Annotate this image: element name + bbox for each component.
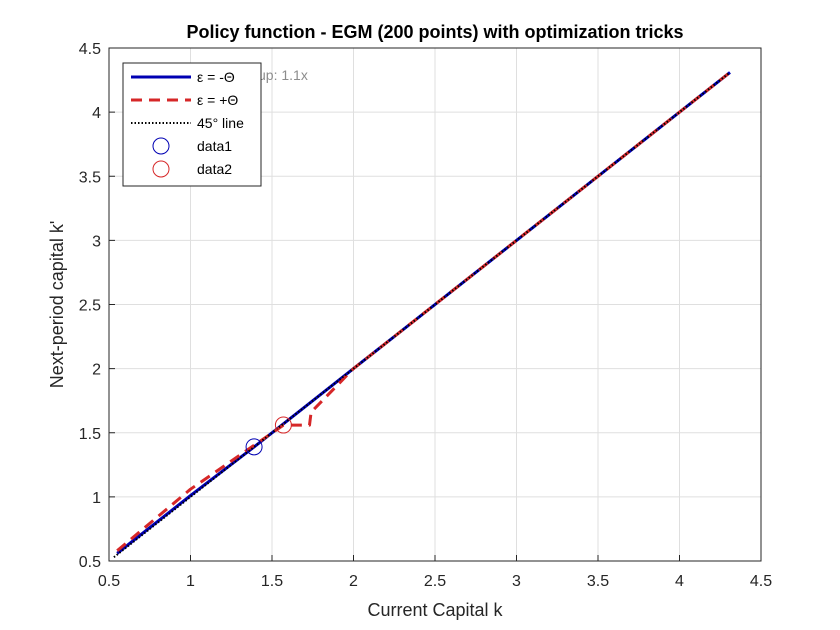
- series-3-line: [113, 71, 731, 558]
- y-axis-label: Next-period capital k': [47, 221, 67, 389]
- y-tick-label: 1: [92, 490, 101, 507]
- y-tick-label: 3: [92, 233, 101, 250]
- y-tick-label: 3.5: [79, 169, 101, 186]
- legend-label: data2: [197, 161, 232, 177]
- x-ticks: 0.5 1 1.5 2 2.5 3 3.5 4 4.5: [98, 555, 772, 590]
- series-2-line: [116, 71, 731, 552]
- x-tick-label: 0.5: [98, 573, 120, 590]
- legend-marker: [152, 137, 170, 155]
- legend-box: [122, 62, 262, 187]
- x-tick-label: 4.5: [750, 573, 772, 590]
- series-5-marker: [274, 416, 292, 434]
- x-tick-label: 3: [512, 573, 521, 590]
- series-4-marker: [245, 438, 263, 456]
- x-tick-label: 2.5: [424, 573, 446, 590]
- legend-label: data1: [197, 138, 232, 154]
- x-tick-label: 4: [675, 573, 684, 590]
- y-tick-label: 2: [92, 362, 101, 379]
- x-tick-label: 2: [349, 573, 358, 590]
- y-ticks: 0.5 1 1.5 2 2.5 3 3.5 4 4.5: [79, 41, 115, 571]
- x-axis-label: Current Capital k: [367, 600, 503, 620]
- y-tick-label: 4: [92, 105, 101, 122]
- x-tick-label: 1.5: [261, 573, 283, 590]
- legend-label: ε = -Θ: [197, 69, 235, 85]
- x-tick-label: 3.5: [587, 573, 609, 590]
- chart-title: Policy function - EGM (200 points) with …: [186, 22, 683, 42]
- legend: ε = -Θ ε = +Θ 45° line data1 data2: [122, 62, 262, 187]
- legend-label: ε = +Θ: [197, 92, 238, 108]
- speedup-annotation: up: 1.1x: [258, 67, 308, 83]
- legend-marker: [152, 160, 170, 178]
- legend-label: 45° line: [197, 115, 244, 131]
- y-tick-label: 1.5: [79, 426, 101, 443]
- y-tick-label: 4.5: [79, 41, 101, 58]
- series-layer: [113, 71, 731, 558]
- x-tick-label: 1: [186, 573, 195, 590]
- y-tick-label: 0.5: [79, 554, 101, 571]
- y-tick-label: 2.5: [79, 298, 101, 315]
